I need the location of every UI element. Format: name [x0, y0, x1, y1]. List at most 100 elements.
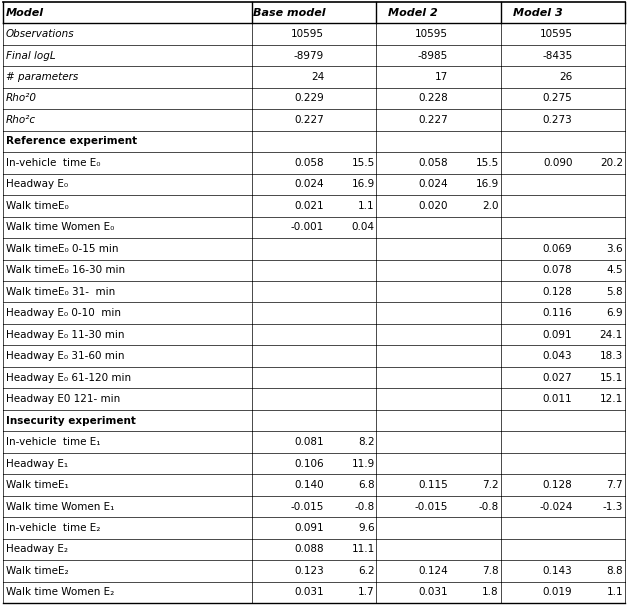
Text: 0.123: 0.123 — [295, 566, 324, 576]
Text: Base model: Base model — [253, 7, 325, 18]
Text: 0.088: 0.088 — [295, 544, 324, 555]
Text: 15.5: 15.5 — [475, 158, 499, 168]
Text: Walk time Women E₂: Walk time Women E₂ — [6, 587, 114, 598]
Text: Observations: Observations — [6, 29, 74, 39]
Text: In-vehicle  time E₁: In-vehicle time E₁ — [6, 437, 100, 447]
Text: 1.8: 1.8 — [482, 587, 499, 598]
Text: In-vehicle  time E₂: In-vehicle time E₂ — [6, 523, 100, 533]
Text: 0.227: 0.227 — [295, 115, 324, 125]
Text: 0.021: 0.021 — [295, 201, 324, 211]
Text: -1.3: -1.3 — [603, 502, 623, 512]
Text: 0.143: 0.143 — [543, 566, 573, 576]
Text: -8435: -8435 — [542, 50, 573, 60]
Text: -8979: -8979 — [294, 50, 324, 60]
Text: 0.043: 0.043 — [543, 351, 573, 361]
Text: Walk timeE₀: Walk timeE₀ — [6, 201, 68, 211]
Text: 17: 17 — [435, 72, 448, 82]
Text: 2.0: 2.0 — [482, 201, 499, 211]
Text: Model 2: Model 2 — [388, 7, 438, 18]
Text: Headway E₀ 0-10  min: Headway E₀ 0-10 min — [6, 308, 121, 318]
Text: 0.106: 0.106 — [295, 459, 324, 469]
Text: 24.1: 24.1 — [600, 330, 623, 340]
Text: Rho²0: Rho²0 — [6, 93, 36, 103]
Text: Reference experiment: Reference experiment — [6, 136, 137, 146]
Text: 6.2: 6.2 — [358, 566, 374, 576]
Text: Headway E₂: Headway E₂ — [6, 544, 68, 555]
Text: 8.8: 8.8 — [607, 566, 623, 576]
Text: 3.6: 3.6 — [607, 244, 623, 254]
Text: -0.015: -0.015 — [291, 502, 324, 512]
Text: 0.124: 0.124 — [418, 566, 448, 576]
Text: 0.069: 0.069 — [543, 244, 573, 254]
Text: 0.140: 0.140 — [295, 480, 324, 490]
Text: 4.5: 4.5 — [607, 265, 623, 275]
Text: 0.227: 0.227 — [418, 115, 448, 125]
Text: 12.1: 12.1 — [600, 394, 623, 404]
Text: Walk timeE₂: Walk timeE₂ — [6, 566, 68, 576]
Text: Walk time Women E₁: Walk time Women E₁ — [6, 502, 114, 512]
Text: 0.04: 0.04 — [352, 222, 374, 232]
Text: 20.2: 20.2 — [600, 158, 623, 168]
Text: Headway E0 121- min: Headway E0 121- min — [6, 394, 120, 404]
Text: -0.8: -0.8 — [354, 502, 374, 512]
Text: In-vehicle  time E₀: In-vehicle time E₀ — [6, 158, 100, 168]
Text: Walk timeE₀ 31-  min: Walk timeE₀ 31- min — [6, 287, 115, 297]
Text: 11.9: 11.9 — [351, 459, 374, 469]
Text: 0.078: 0.078 — [543, 265, 573, 275]
Text: 0.090: 0.090 — [543, 158, 573, 168]
Text: 0.091: 0.091 — [543, 330, 573, 340]
Text: 0.275: 0.275 — [543, 93, 573, 103]
Text: Headway E₀: Headway E₀ — [6, 179, 68, 189]
Text: 0.228: 0.228 — [418, 93, 448, 103]
Text: 0.091: 0.091 — [295, 523, 324, 533]
Text: 10595: 10595 — [539, 29, 573, 39]
Text: Headway E₀ 11-30 min: Headway E₀ 11-30 min — [6, 330, 124, 340]
Text: -0.8: -0.8 — [479, 502, 499, 512]
Text: Insecurity experiment: Insecurity experiment — [6, 416, 136, 426]
Text: Model: Model — [6, 7, 44, 18]
Text: 7.7: 7.7 — [607, 480, 623, 490]
Text: 0.024: 0.024 — [295, 179, 324, 189]
Text: 7.8: 7.8 — [482, 566, 499, 576]
Text: 10595: 10595 — [291, 29, 324, 39]
Text: 0.019: 0.019 — [543, 587, 573, 598]
Text: 0.058: 0.058 — [295, 158, 324, 168]
Text: Walk timeE₁: Walk timeE₁ — [6, 480, 68, 490]
Text: 9.6: 9.6 — [358, 523, 374, 533]
Text: 1.7: 1.7 — [358, 587, 374, 598]
Text: 0.020: 0.020 — [419, 201, 448, 211]
Text: 24: 24 — [311, 72, 324, 82]
Text: Rho²c: Rho²c — [6, 115, 36, 125]
Text: 1.1: 1.1 — [358, 201, 374, 211]
Text: 16.9: 16.9 — [351, 179, 374, 189]
Text: Model 3: Model 3 — [512, 7, 562, 18]
Text: -0.024: -0.024 — [539, 502, 573, 512]
Text: 11.1: 11.1 — [351, 544, 374, 555]
Text: Final logL: Final logL — [6, 50, 55, 60]
Text: 7.2: 7.2 — [482, 480, 499, 490]
Text: Walk time Women E₀: Walk time Women E₀ — [6, 222, 114, 232]
Text: # parameters: # parameters — [6, 72, 78, 82]
Text: Headway E₀ 31-60 min: Headway E₀ 31-60 min — [6, 351, 124, 361]
Text: 0.031: 0.031 — [295, 587, 324, 598]
Text: 0.081: 0.081 — [295, 437, 324, 447]
Text: -0.001: -0.001 — [291, 222, 324, 232]
Text: 10595: 10595 — [415, 29, 448, 39]
Text: 0.027: 0.027 — [543, 373, 573, 383]
Text: 15.5: 15.5 — [351, 158, 374, 168]
Text: 26: 26 — [559, 72, 573, 82]
Text: 0.128: 0.128 — [543, 480, 573, 490]
Text: 15.1: 15.1 — [600, 373, 623, 383]
Text: 0.116: 0.116 — [543, 308, 573, 318]
Text: 0.024: 0.024 — [419, 179, 448, 189]
Text: 0.128: 0.128 — [543, 287, 573, 297]
Text: -8985: -8985 — [418, 50, 448, 60]
Text: 6.9: 6.9 — [607, 308, 623, 318]
Text: 18.3: 18.3 — [600, 351, 623, 361]
Text: 0.011: 0.011 — [543, 394, 573, 404]
Text: 6.8: 6.8 — [358, 480, 374, 490]
Text: 0.273: 0.273 — [543, 115, 573, 125]
Text: 0.115: 0.115 — [418, 480, 448, 490]
Text: 0.031: 0.031 — [419, 587, 448, 598]
Text: -0.015: -0.015 — [415, 502, 448, 512]
